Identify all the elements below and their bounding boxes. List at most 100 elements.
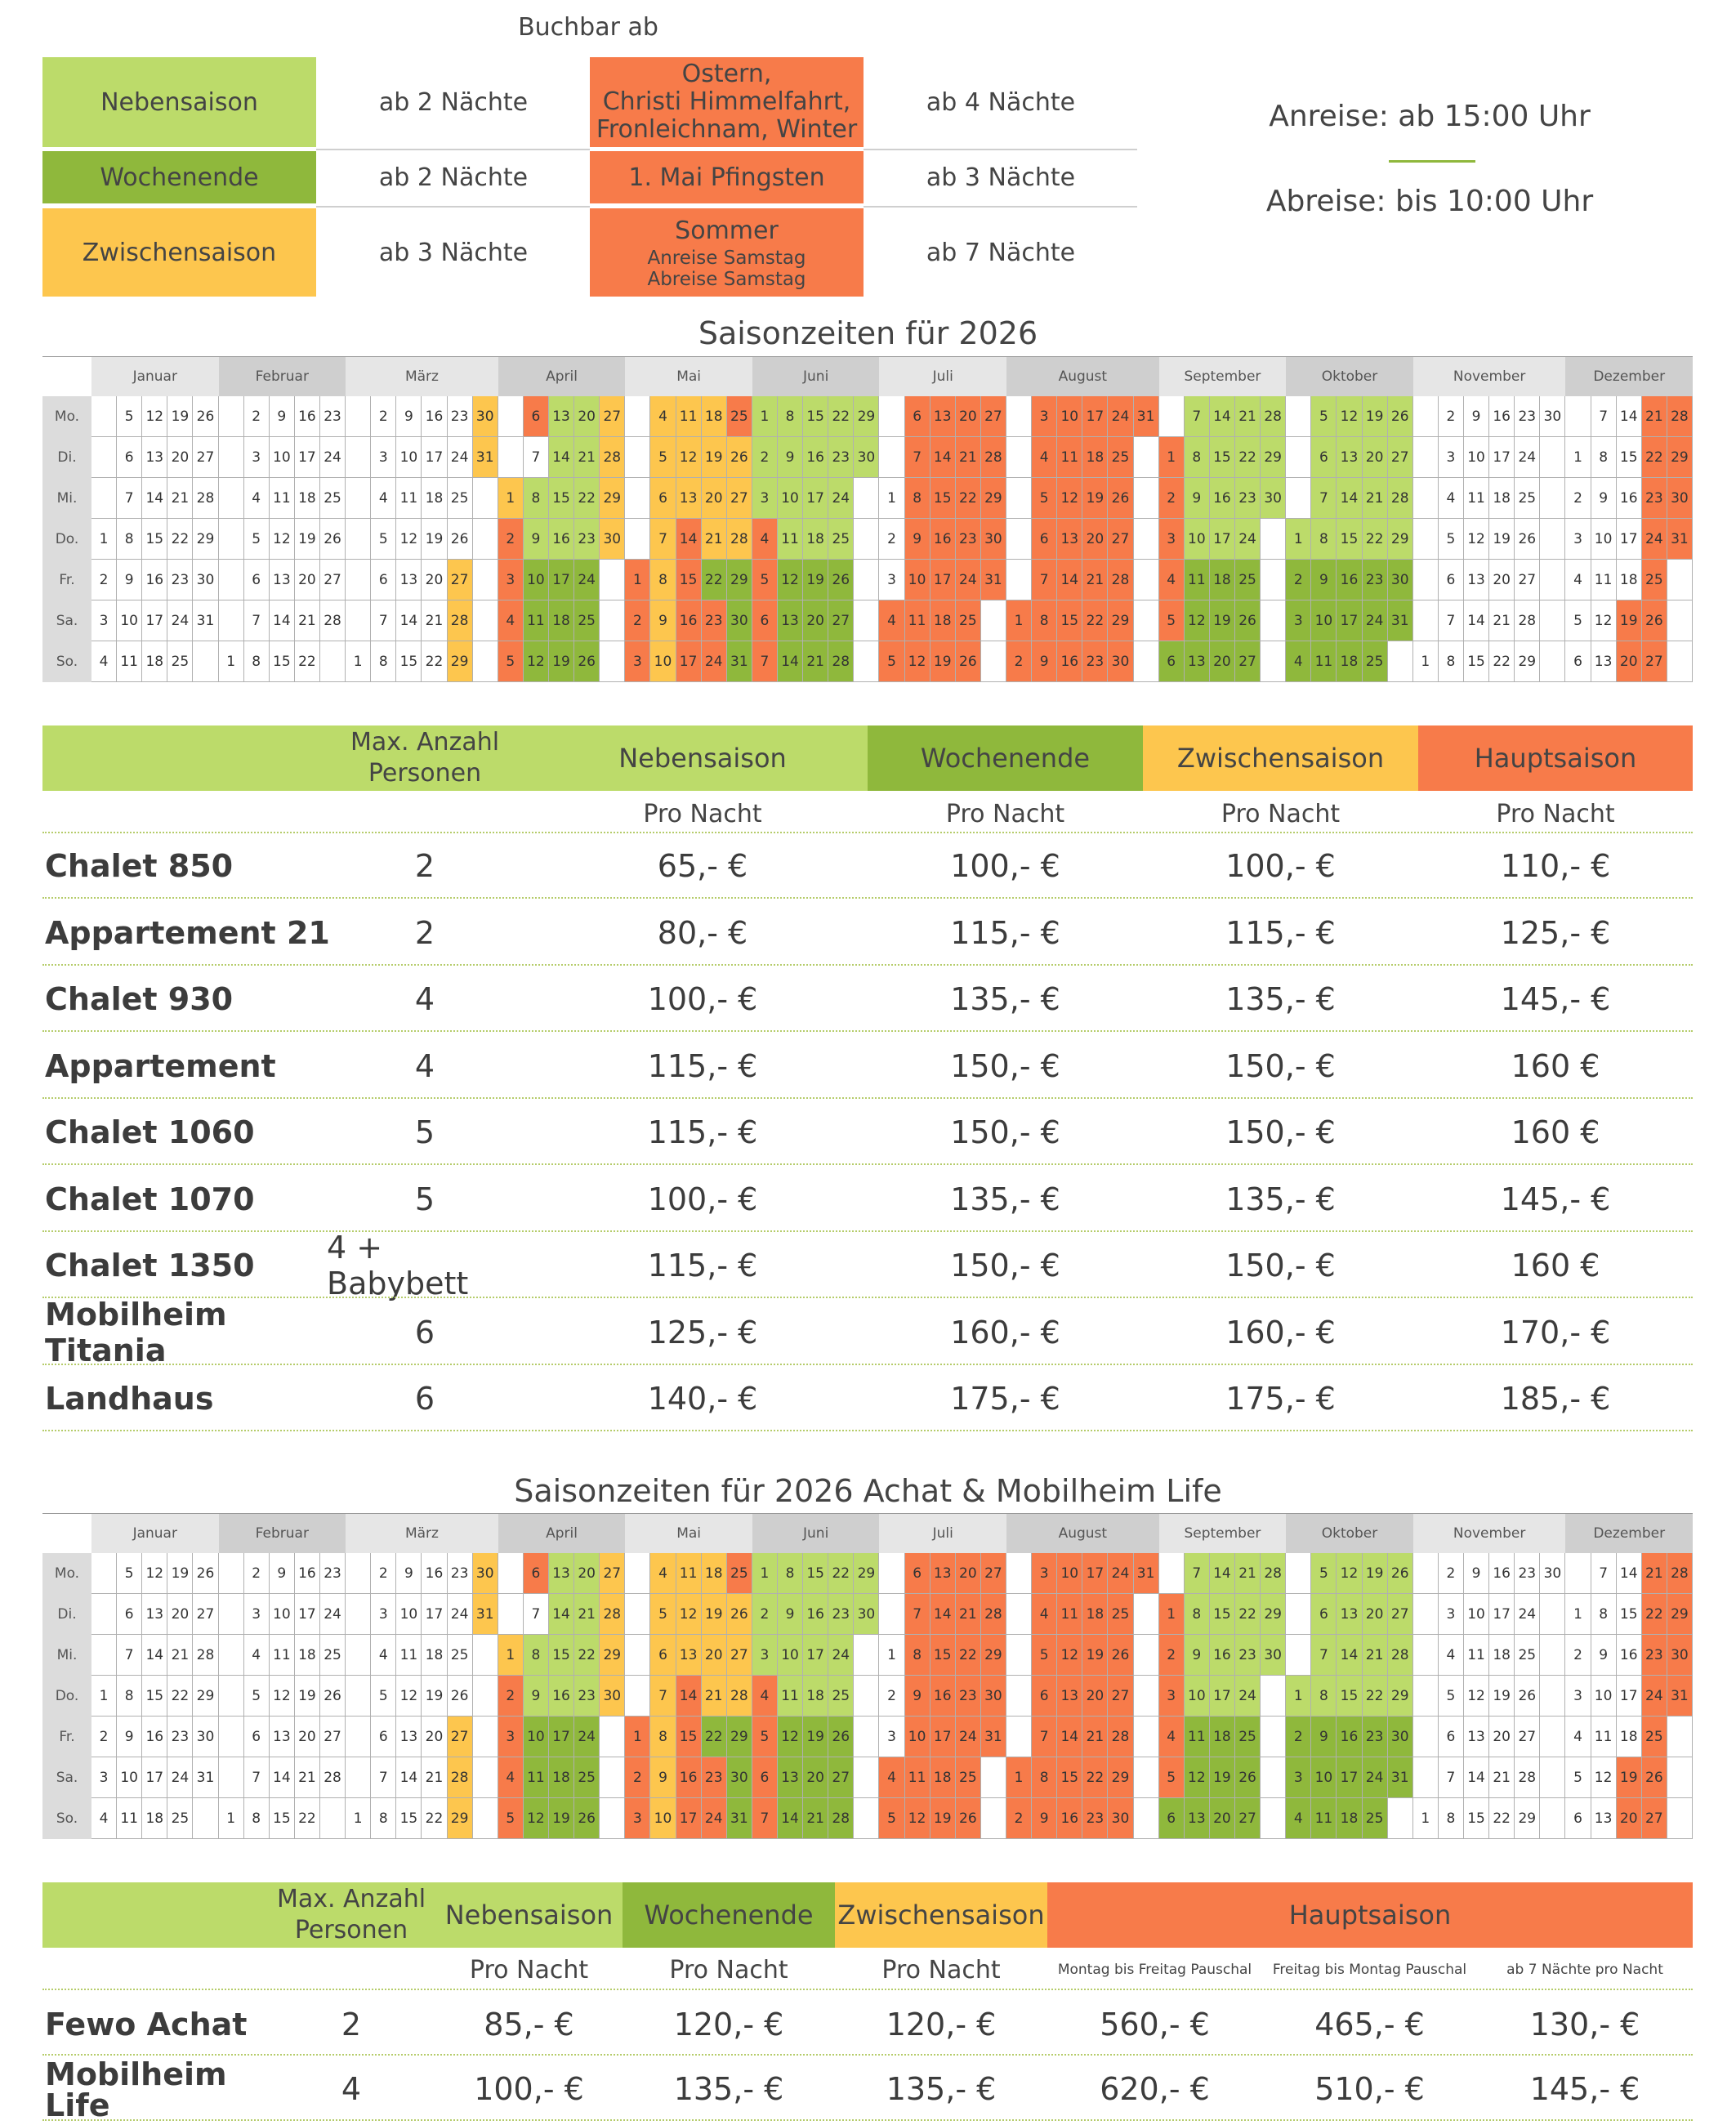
calendar-day: 25 [726, 1553, 752, 1594]
calendar-day: 20 [574, 1553, 600, 1594]
calendar-day: 17 [676, 1798, 702, 1839]
calendar-day: 8 [243, 641, 270, 682]
price-neben: 65,- € [657, 848, 748, 884]
calendar-day: 11 [1591, 560, 1617, 600]
calendar-day: 23 [955, 519, 981, 560]
legend-title: Buchbar ab [518, 13, 658, 42]
persons: 4 [414, 1047, 435, 1084]
calendar-day [980, 1798, 1006, 1839]
calendar-day: 22 [955, 478, 981, 519]
calendar-day: 4 [243, 1635, 270, 1676]
calendar-day: 14 [142, 1635, 168, 1676]
calendar-day: 11 [1464, 478, 1490, 519]
calendar-day: 27 [447, 1717, 473, 1757]
calendar-day: 15 [676, 560, 702, 600]
calendar-day: 11 [269, 478, 295, 519]
calendar-day: 2 [1565, 1635, 1591, 1676]
calendar-day: 12 [676, 437, 702, 478]
calendar-day [218, 560, 244, 600]
calendar-day: 21 [1641, 1553, 1667, 1594]
legend-zwischensaison: Zwischensaison [42, 208, 316, 297]
calendar-day [1412, 396, 1439, 437]
calendar-day [854, 641, 880, 682]
calendar-day: 5 [498, 641, 524, 682]
calendar-day: 14 [676, 1676, 702, 1717]
calendar-day: 28 [1667, 1553, 1693, 1594]
month-header: Oktober [1286, 357, 1413, 396]
calendar-day: 18 [701, 1553, 727, 1594]
calendar-day [1133, 1635, 1159, 1676]
calendar-day: 18 [1082, 437, 1109, 478]
month-header: Juli [879, 1514, 1006, 1553]
calendar-day: 5 [752, 1717, 778, 1757]
calendar-day: 8 [778, 1553, 804, 1594]
calendar-day: 3 [243, 1594, 270, 1635]
calendar-day: 6 [1565, 641, 1591, 682]
price-zwischen: 115,- € [1225, 914, 1336, 951]
calendar-day: 28 [1261, 1553, 1287, 1594]
calendar-day: 26 [828, 560, 855, 600]
calendar-day: 21 [1235, 396, 1261, 437]
calendar-day: 26 [574, 1798, 600, 1839]
calendar-day: 7 [371, 600, 397, 641]
calendar-day: 1 [879, 1635, 905, 1676]
calendar-day [346, 1717, 372, 1757]
calendar-day: 13 [778, 600, 804, 641]
calendar-day: 28 [1515, 1757, 1541, 1798]
calendar-day: 4 [879, 600, 905, 641]
calendar-day: 15 [549, 478, 575, 519]
calendar-day: 2 [752, 437, 778, 478]
divider [864, 149, 1137, 150]
calendar-day: 4 [650, 1553, 676, 1594]
calendar-day: 8 [778, 396, 804, 437]
divider [42, 832, 1693, 833]
calendar-day: 2 [1438, 396, 1464, 437]
calendar-day: 12 [1464, 519, 1490, 560]
calendar-day: 17 [803, 1635, 829, 1676]
calendar-day: 14 [1464, 1757, 1490, 1798]
calendar-day: 29 [1667, 1594, 1693, 1635]
calendar-day: 15 [803, 396, 829, 437]
calendar-day [1133, 1798, 1159, 1839]
calendar-day: 26 [1515, 1676, 1541, 1717]
weekday-label: Fr. [42, 560, 91, 600]
calendar-day: 27 [193, 1594, 219, 1635]
calendar-day: 3 [1286, 1757, 1312, 1798]
calendar-day: 12 [1337, 396, 1363, 437]
calendar-day: 24 [828, 478, 855, 519]
calendar-day: 19 [167, 1553, 194, 1594]
calendar-day: 9 [269, 396, 295, 437]
calendar-day [91, 1635, 118, 1676]
calendar-day: 23 [828, 1594, 855, 1635]
calendar-day: 3 [1565, 519, 1591, 560]
calendar-day [1565, 1553, 1591, 1594]
persons: 2 [341, 2007, 362, 2042]
calendar-day: 4 [1158, 1717, 1185, 1757]
calendar-day: 22 [701, 560, 727, 600]
event-sub: Anreise Samstag [647, 248, 806, 269]
calendar-day: 11 [1591, 1717, 1617, 1757]
calendar-day: 13 [269, 560, 295, 600]
calendar-day: 5 [1311, 396, 1337, 437]
calendar-day: 14 [1616, 1553, 1642, 1594]
calendar-day [1667, 1717, 1693, 1757]
calendar-day: 18 [1209, 1717, 1235, 1757]
calendar-day: 19 [701, 1594, 727, 1635]
calendar-day: 25 [828, 519, 855, 560]
calendar-day [1286, 1594, 1312, 1635]
calendar-day: 13 [1184, 1798, 1210, 1839]
unit-name: Chalet 1070 [45, 1181, 255, 1217]
calendar-day: 26 [1387, 396, 1413, 437]
calendar-day [1006, 1717, 1033, 1757]
per-night: Pro Nacht [945, 799, 1065, 828]
calendar-day: 25 [1235, 560, 1261, 600]
price-woche: 175,- € [950, 1381, 1060, 1417]
price-neben: 115,- € [647, 1047, 758, 1084]
calendar-day: 23 [1641, 1635, 1667, 1676]
calendar-day: 26 [726, 437, 752, 478]
calendar-day: 30 [193, 1717, 219, 1757]
calendar-day: 15 [930, 478, 956, 519]
calendar-day: 3 [243, 437, 270, 478]
calendar-day: 21 [701, 519, 727, 560]
calendar-day: 28 [1108, 560, 1134, 600]
